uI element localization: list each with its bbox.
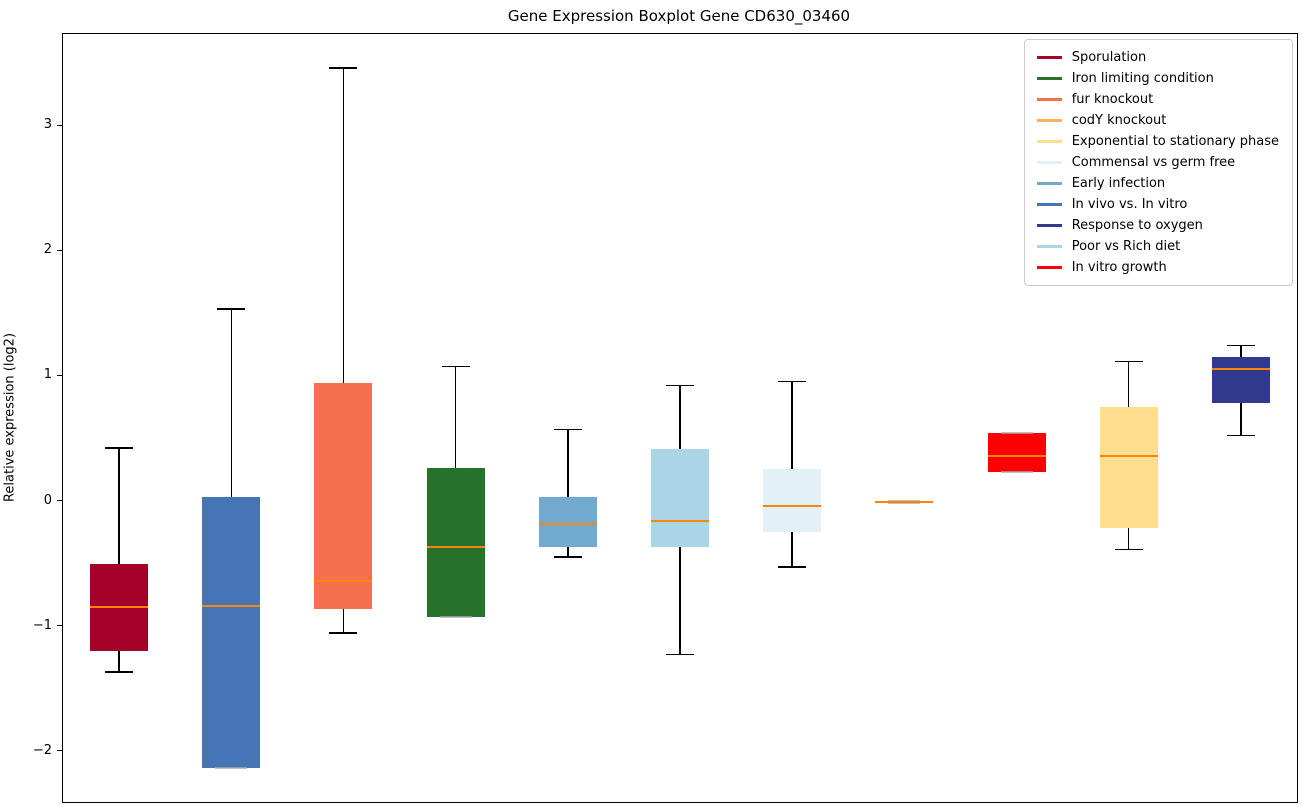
whisker-cap-top [888, 499, 921, 502]
legend-swatch-line [1036, 98, 1062, 101]
legend-swatch-line [1036, 245, 1062, 248]
whisker-cap-top [105, 447, 134, 449]
y-axis-tick [56, 124, 62, 127]
legend-label: Exponential to stationary phase [1071, 134, 1279, 149]
whisker-cap-top [778, 380, 807, 383]
whisker-line [342, 67, 345, 634]
legend-label: Response to oxygen [1071, 218, 1203, 233]
legend-item: Commensal vs germ free [1034, 152, 1283, 173]
legend-item: Sporulation [1034, 47, 1283, 68]
y-axis-tick [56, 249, 62, 252]
whisker-cap-top [329, 67, 358, 69]
whisker-cap-bottom [1114, 548, 1143, 551]
whisker-cap-top [1000, 432, 1033, 434]
legend-swatch-line [1036, 266, 1062, 269]
plot-area: Sporulation Iron limiting condition fur kn… [33, 33, 1298, 803]
box-fur-knockout [314, 382, 373, 610]
whisker-line [118, 448, 120, 672]
whisker-cap-bottom [1226, 434, 1255, 437]
legend-label: fur knockout [1071, 92, 1154, 107]
legend-item: fur knockout [1034, 89, 1283, 110]
legend-box: Sporulation Iron limiting condition fur kn… [1023, 39, 1293, 286]
whisker-cap-top [553, 428, 582, 430]
box-response-to-oxygen [1211, 356, 1270, 403]
legend-item: Exponential to stationary phase [1034, 131, 1283, 152]
legend-label: Poor vs Rich diet [1071, 239, 1181, 254]
legend-swatch-line [1036, 182, 1062, 185]
median-line [90, 605, 149, 608]
legend-item: codY knockout [1034, 110, 1283, 131]
legend-swatch-line [1036, 77, 1062, 80]
whisker-cap-bottom [329, 632, 358, 634]
legend-swatch-line [1036, 161, 1062, 164]
y-axis-tick-label: −1 [32, 617, 52, 633]
whisker-cap-bottom [888, 502, 921, 505]
y-axis-tick [56, 499, 62, 502]
median-line [314, 579, 373, 582]
median-line [763, 504, 822, 507]
y-axis-tick [56, 749, 62, 752]
whisker-cap-top [666, 384, 694, 387]
box-iron-limiting-condition [426, 468, 485, 617]
legend-label: Early infection [1071, 176, 1166, 191]
y-axis-tick-label: 3 [43, 117, 52, 133]
legend-swatch-line [1036, 203, 1062, 206]
whisker-cap-bottom [105, 671, 134, 673]
whisker-cap-bottom [1000, 470, 1033, 473]
y-axis-tick-label: 0 [43, 492, 52, 508]
box-early-infection [538, 496, 597, 547]
whisker-cap-bottom [666, 653, 694, 656]
legend-swatch-line [1036, 119, 1062, 122]
box-poor-vs-rich-diet [651, 449, 709, 547]
box-in-vivo-vs-in-vitro [202, 496, 261, 769]
whisker-cap-bottom [439, 615, 472, 618]
legend-label: codY knockout [1071, 113, 1167, 128]
whisker-cap-top [217, 308, 246, 310]
median-line [1099, 454, 1158, 457]
whisker-cap-bottom [215, 767, 248, 770]
y-axis-tick-label: −2 [32, 742, 52, 758]
legend-swatch-line [1036, 56, 1062, 59]
legend-item: In vivo vs. In vitro [1034, 194, 1283, 215]
box-exponential-to-stationary-phase [1099, 406, 1158, 529]
legend-swatch-line [1036, 224, 1062, 227]
y-axis-tick-label: 2 [43, 242, 52, 258]
box-in-vitro-growth [987, 433, 1046, 472]
whisker-cap-top [1114, 360, 1143, 363]
median-line [875, 500, 934, 503]
legend-item: Early infection [1034, 173, 1283, 194]
legend-label: Commensal vs germ free [1071, 155, 1236, 170]
legend-item: Response to oxygen [1034, 215, 1283, 236]
whisker-cap-bottom [778, 566, 807, 568]
legend-label: Iron limiting condition [1071, 71, 1214, 86]
box-commensal-vs-germ-free [763, 469, 822, 532]
median-line [202, 604, 261, 607]
median-line [1211, 368, 1270, 371]
legend-label: In vivo vs. In vitro [1071, 197, 1188, 212]
legend-label: Sporulation [1071, 50, 1147, 65]
legend-label: In vitro growth [1071, 260, 1167, 275]
legend-item: In vitro growth [1034, 257, 1283, 278]
legend-item: Poor vs Rich diet [1034, 236, 1283, 257]
whisker-line [567, 429, 569, 557]
whisker-cap-top [441, 365, 470, 368]
median-line [426, 545, 485, 548]
median-line [651, 519, 709, 522]
whisker-cap-top [1226, 344, 1255, 347]
legend-swatch-line [1036, 140, 1062, 143]
legend-item: Iron limiting condition [1034, 68, 1283, 89]
median-line [987, 454, 1046, 457]
chart-title: Gene Expression Boxplot Gene CD630_03460 [507, 7, 851, 25]
y-axis-tick-label: 1 [43, 367, 52, 383]
whisker-cap-bottom [553, 556, 582, 558]
y-axis-tick [56, 624, 62, 627]
median-line [538, 523, 597, 526]
y-axis-tick [56, 374, 62, 377]
